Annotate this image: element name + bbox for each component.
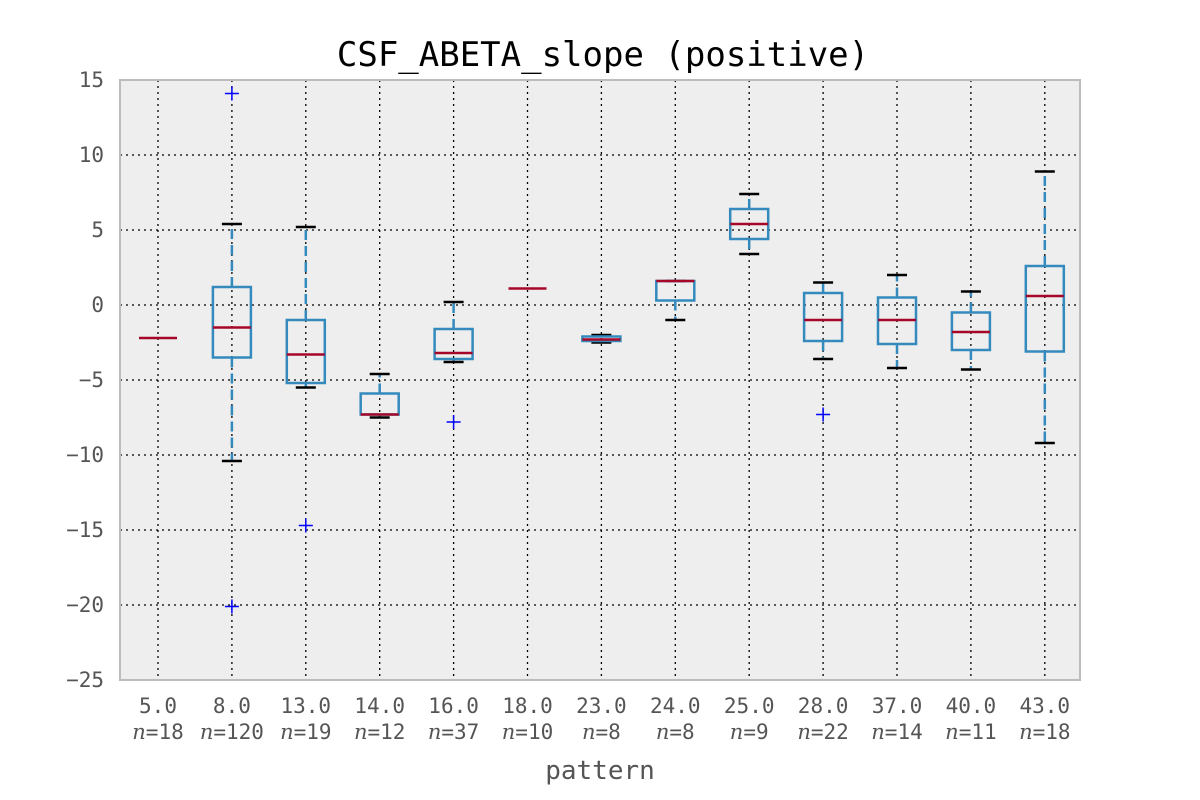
x-count-label: n=12 [354, 720, 405, 744]
n-symbol: n [656, 720, 670, 744]
x-tick-label: 8.0 [213, 694, 251, 718]
n-value: =18 [1033, 720, 1071, 744]
outlier-point [816, 407, 831, 422]
y-tick-label: −15 [66, 518, 104, 542]
x-tick-label: 16.0 [428, 694, 479, 718]
n-value: =8 [669, 720, 694, 744]
x-axis-ticks: 5.0n=188.0n=12013.0n=1914.0n=1216.0n=371… [132, 694, 1070, 744]
n-symbol: n [200, 720, 214, 744]
x-count-label: n=120 [200, 720, 264, 744]
box-13.0 [285, 225, 327, 533]
y-tick-label: −20 [66, 593, 104, 617]
y-tick-label: −10 [66, 443, 104, 467]
x-axis-label: pattern [545, 756, 655, 786]
x-tick-label: 43.0 [1020, 694, 1071, 718]
x-tick-label: 23.0 [576, 694, 627, 718]
box-8.0 [211, 86, 253, 614]
box-iqr [211, 285, 253, 359]
y-tick-label: 5 [91, 218, 104, 242]
outlier-point [446, 415, 461, 429]
x-tick-label: 14.0 [354, 694, 405, 718]
y-tick-label: −25 [66, 668, 104, 692]
n-value: =120 [213, 720, 264, 744]
x-tick-label: 13.0 [281, 694, 332, 718]
plot-frame [119, 79, 1081, 681]
grid-lines [120, 80, 1080, 680]
x-tick-label: 5.0 [139, 694, 177, 718]
x-count-label: n=11 [945, 720, 996, 744]
n-value: =22 [811, 720, 849, 744]
x-tick-label: 28.0 [798, 694, 849, 718]
box-40.0 [950, 290, 992, 371]
x-tick-label: 24.0 [650, 694, 701, 718]
n-value: =11 [959, 720, 997, 744]
x-tick-label: 40.0 [946, 694, 997, 718]
n-value: =10 [515, 720, 553, 744]
x-tick-label: 18.0 [502, 694, 553, 718]
y-tick-label: 15 [79, 68, 104, 92]
box-14.0 [359, 372, 400, 419]
box-23.0 [581, 333, 622, 344]
x-count-label: n=10 [502, 720, 553, 744]
n-value: =8 [596, 720, 621, 744]
box-43.0 [1024, 170, 1066, 445]
n-symbol: n [582, 720, 596, 744]
y-tick-label: −5 [79, 368, 104, 392]
n-symbol: n [1019, 720, 1033, 744]
n-symbol: n [502, 720, 516, 744]
n-symbol: n [280, 720, 294, 744]
n-symbol: n [354, 720, 368, 744]
y-tick-label: 10 [79, 143, 104, 167]
box-iqr [285, 318, 327, 385]
x-count-label: n=22 [797, 720, 848, 744]
outlier-point [298, 518, 313, 533]
box-37.0 [876, 273, 918, 370]
x-count-label: n=18 [1019, 720, 1070, 744]
n-value: =37 [441, 720, 479, 744]
boxes [139, 86, 1066, 614]
x-count-label: n=8 [656, 720, 695, 744]
x-count-label: n=8 [582, 720, 621, 744]
y-axis-ticks: 15 10 5 0 −5 −10 −15 −20 −25 [66, 68, 104, 692]
n-value: =14 [885, 720, 923, 744]
outlier-point [224, 599, 239, 614]
box-iqr [433, 327, 474, 361]
x-count-label: n=9 [730, 720, 769, 744]
chart-title: CSF_ABETA_slope (positive) [337, 35, 869, 75]
n-symbol: n [428, 720, 442, 744]
y-tick-label: 0 [91, 293, 104, 317]
box-28.0 [802, 281, 844, 422]
n-symbol: n [797, 720, 811, 744]
box-iqr [802, 291, 844, 343]
x-tick-label: 25.0 [724, 694, 775, 718]
box-24.0 [655, 279, 696, 322]
x-tick-label: 37.0 [872, 694, 923, 718]
n-symbol: n [730, 720, 744, 744]
x-count-label: n=37 [428, 720, 479, 744]
box-25.0 [728, 192, 770, 256]
box-16.0 [433, 300, 474, 429]
x-count-label: n=19 [280, 720, 331, 744]
n-value: =9 [743, 720, 768, 744]
n-symbol: n [871, 720, 885, 744]
x-count-label: n=18 [132, 720, 183, 744]
n-value: =18 [146, 720, 184, 744]
n-value: =12 [367, 720, 405, 744]
n-value: =19 [294, 720, 332, 744]
n-symbol: n [945, 720, 959, 744]
outlier-point [224, 86, 239, 101]
x-count-label: n=14 [871, 720, 922, 744]
box-iqr [1024, 264, 1066, 353]
n-symbol: n [132, 720, 146, 744]
